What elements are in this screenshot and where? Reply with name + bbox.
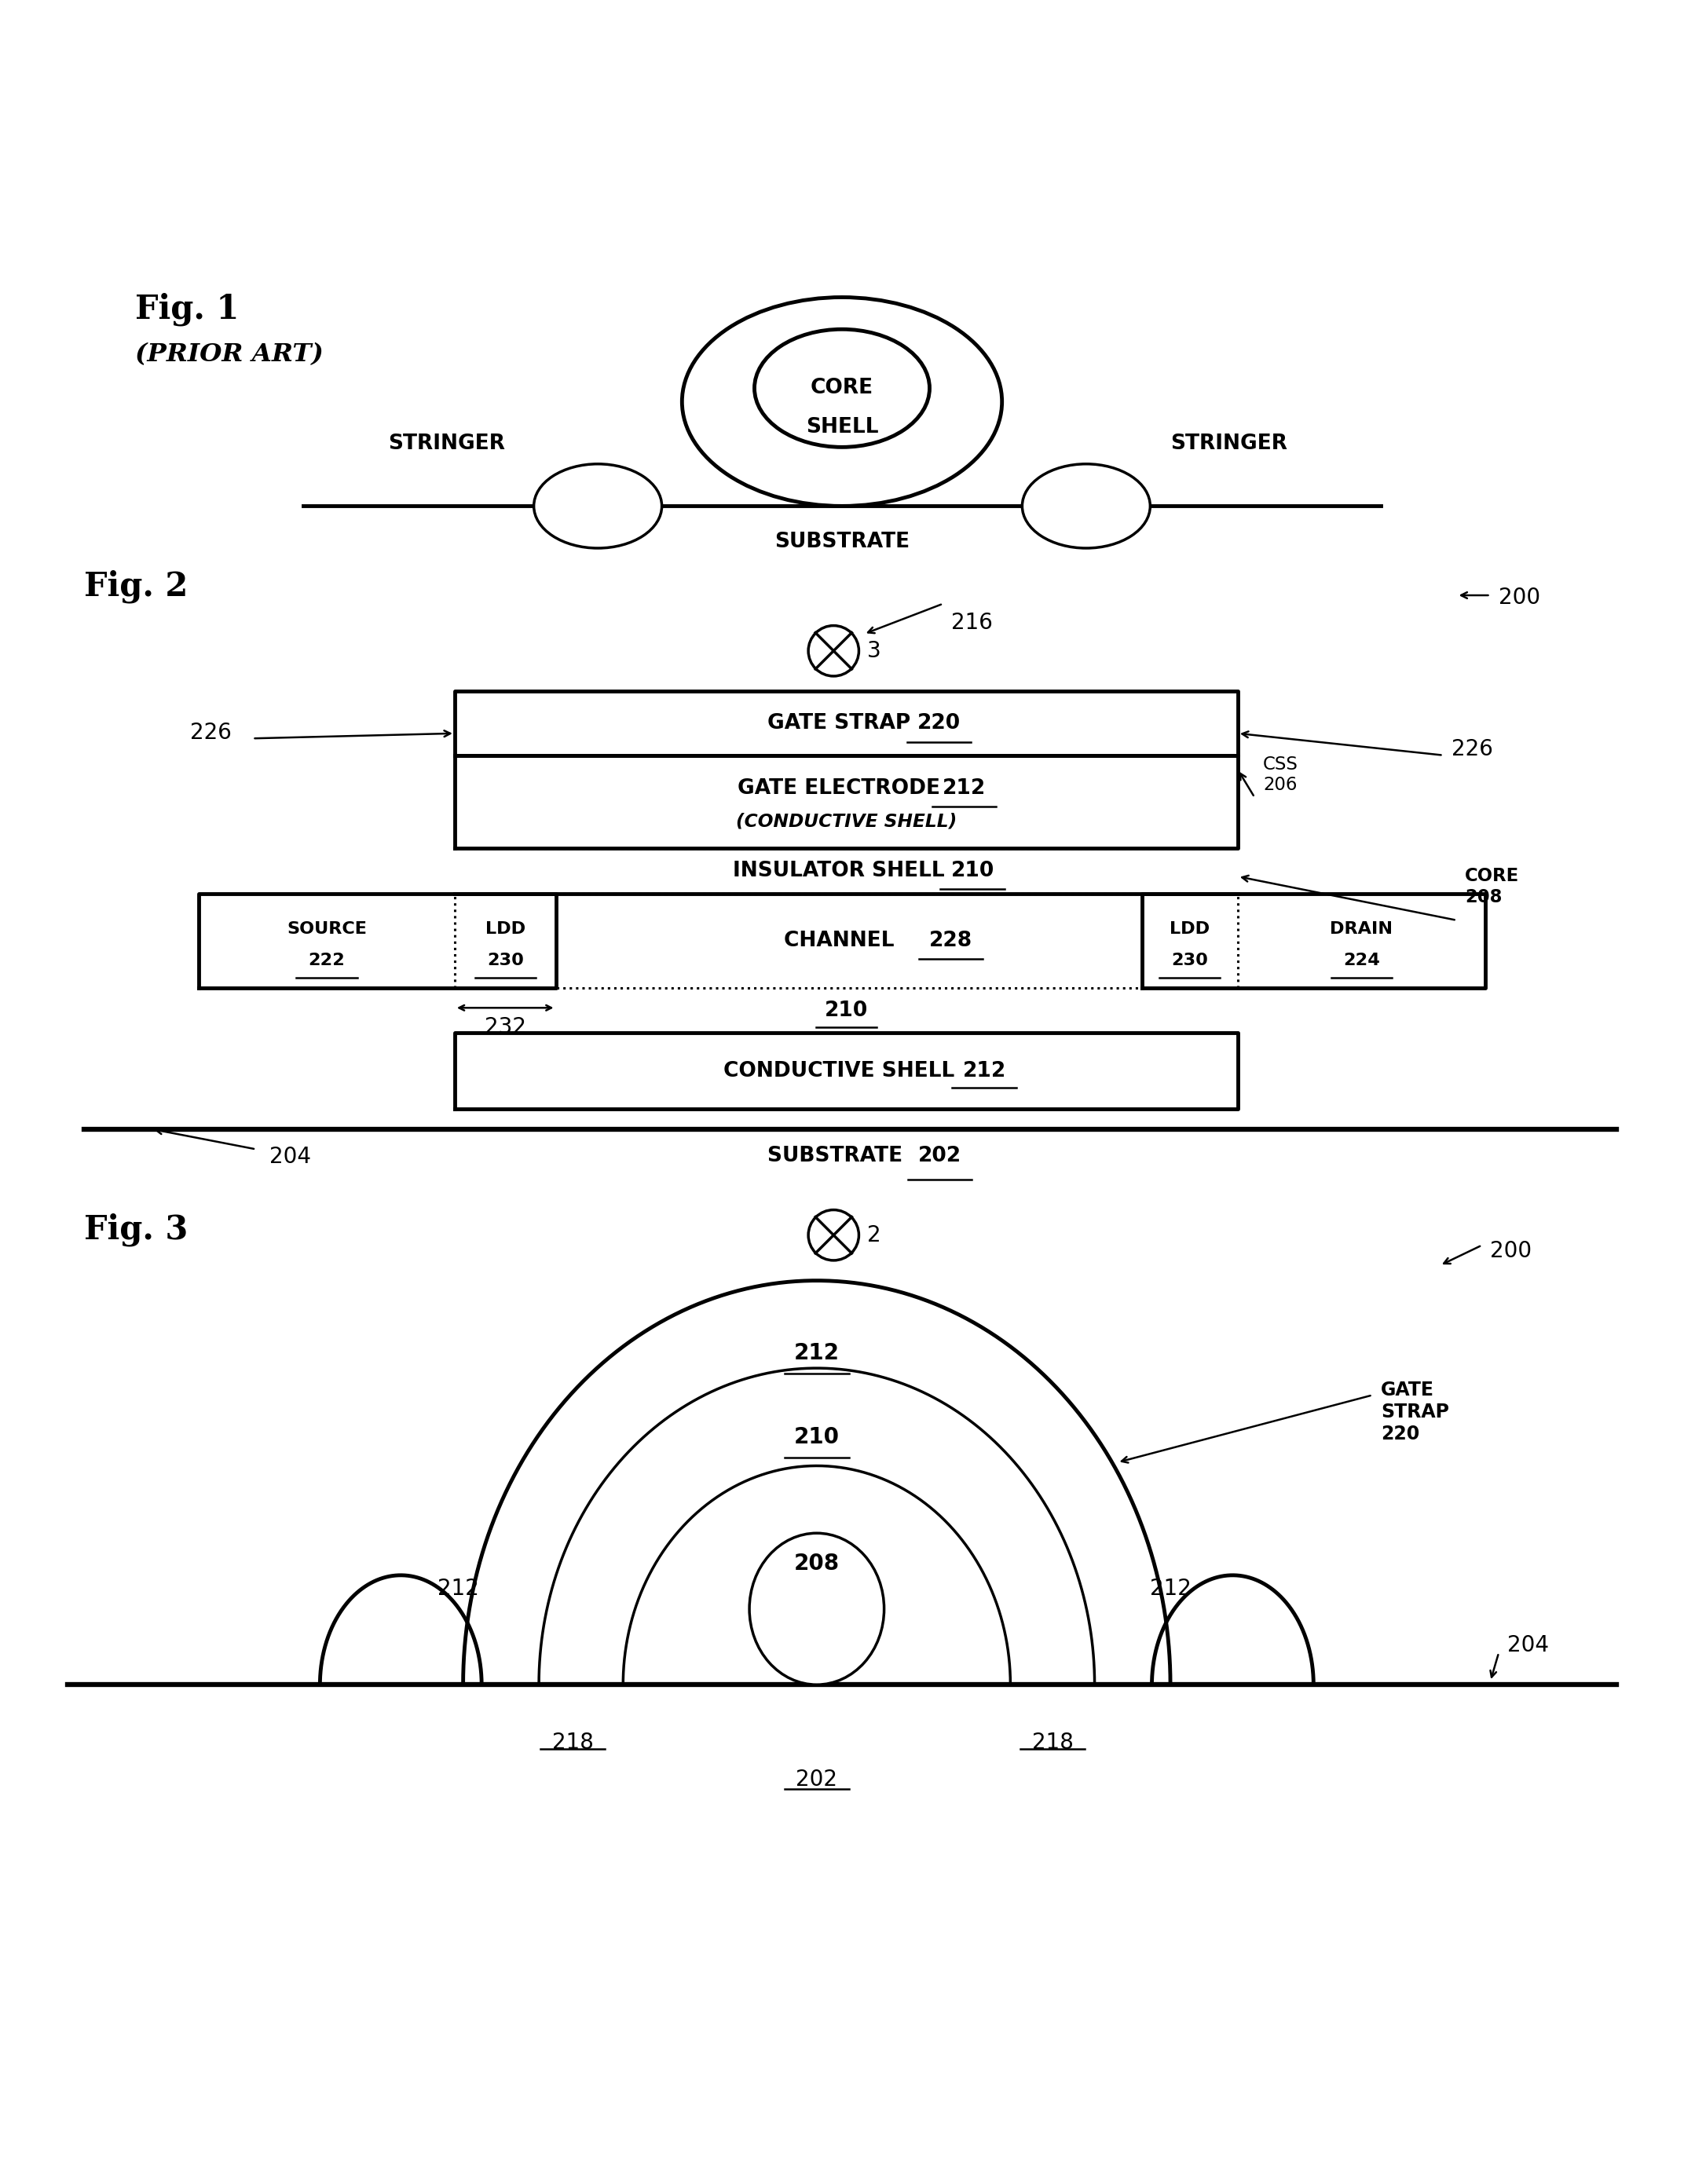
- Text: CHANNEL: CHANNEL: [783, 930, 909, 950]
- Text: SUBSTRATE: SUBSTRATE: [775, 531, 909, 553]
- Text: INSULATOR SHELL: INSULATOR SHELL: [733, 860, 960, 880]
- Text: 230: 230: [1172, 952, 1207, 968]
- Text: 202: 202: [797, 1769, 837, 1791]
- Text: (CONDUCTIVE SHELL): (CONDUCTIVE SHELL): [736, 812, 957, 830]
- Text: 210: 210: [951, 860, 994, 880]
- Ellipse shape: [534, 463, 662, 548]
- Text: 200: 200: [1499, 587, 1541, 609]
- Text: LDD: LDD: [485, 922, 525, 937]
- Text: 202: 202: [918, 1147, 962, 1166]
- Text: CONDUCTIVE SHELL: CONDUCTIVE SHELL: [724, 1061, 968, 1081]
- Text: GATE ELECTRODE: GATE ELECTRODE: [738, 778, 955, 799]
- Text: CORE
208: CORE 208: [1465, 867, 1519, 906]
- Text: LDD: LDD: [1170, 922, 1209, 937]
- Text: 230: 230: [487, 952, 524, 968]
- Text: 226: 226: [1452, 738, 1494, 760]
- Ellipse shape: [754, 330, 930, 448]
- Text: CORE: CORE: [810, 378, 874, 397]
- Text: Fig. 2: Fig. 2: [84, 570, 189, 603]
- Text: 208: 208: [793, 1553, 840, 1575]
- Text: 212: 212: [963, 1061, 1005, 1081]
- Text: SHELL: SHELL: [805, 417, 879, 437]
- Text: GATE STRAP: GATE STRAP: [768, 712, 925, 734]
- Text: Fig. 1: Fig. 1: [135, 293, 239, 325]
- Text: 212: 212: [943, 778, 985, 799]
- Text: 200: 200: [1490, 1241, 1532, 1262]
- Text: 226: 226: [190, 721, 231, 743]
- Text: 3: 3: [867, 640, 881, 662]
- Text: 216: 216: [951, 612, 994, 633]
- Text: GATE
STRAP
220: GATE STRAP 220: [1381, 1380, 1450, 1444]
- Text: 224: 224: [1344, 952, 1379, 968]
- Text: 212: 212: [438, 1577, 478, 1599]
- Ellipse shape: [682, 297, 1002, 507]
- Text: 218: 218: [1032, 1732, 1073, 1754]
- Text: 232: 232: [485, 1016, 525, 1037]
- Text: 212: 212: [1150, 1577, 1191, 1599]
- Text: 210: 210: [793, 1426, 840, 1448]
- Ellipse shape: [749, 1533, 884, 1684]
- Text: 204: 204: [269, 1147, 312, 1168]
- Text: 2: 2: [867, 1223, 881, 1247]
- Text: SOURCE: SOURCE: [286, 922, 367, 937]
- Text: 210: 210: [825, 1000, 867, 1020]
- Text: STRINGER: STRINGER: [1170, 435, 1288, 454]
- Text: 220: 220: [918, 712, 960, 734]
- Text: 222: 222: [308, 952, 345, 968]
- Text: Fig. 3: Fig. 3: [84, 1214, 189, 1247]
- Text: CSS
206: CSS 206: [1263, 756, 1298, 795]
- Text: STRINGER: STRINGER: [387, 435, 505, 454]
- Text: (PRIOR ART): (PRIOR ART): [135, 343, 323, 367]
- Text: DRAIN: DRAIN: [1330, 922, 1393, 937]
- Text: 204: 204: [1507, 1634, 1549, 1655]
- Text: 212: 212: [793, 1341, 840, 1365]
- Text: SUBSTRATE: SUBSTRATE: [768, 1147, 916, 1166]
- Text: 218: 218: [552, 1732, 593, 1754]
- Text: 228: 228: [930, 930, 972, 950]
- Ellipse shape: [1022, 463, 1150, 548]
